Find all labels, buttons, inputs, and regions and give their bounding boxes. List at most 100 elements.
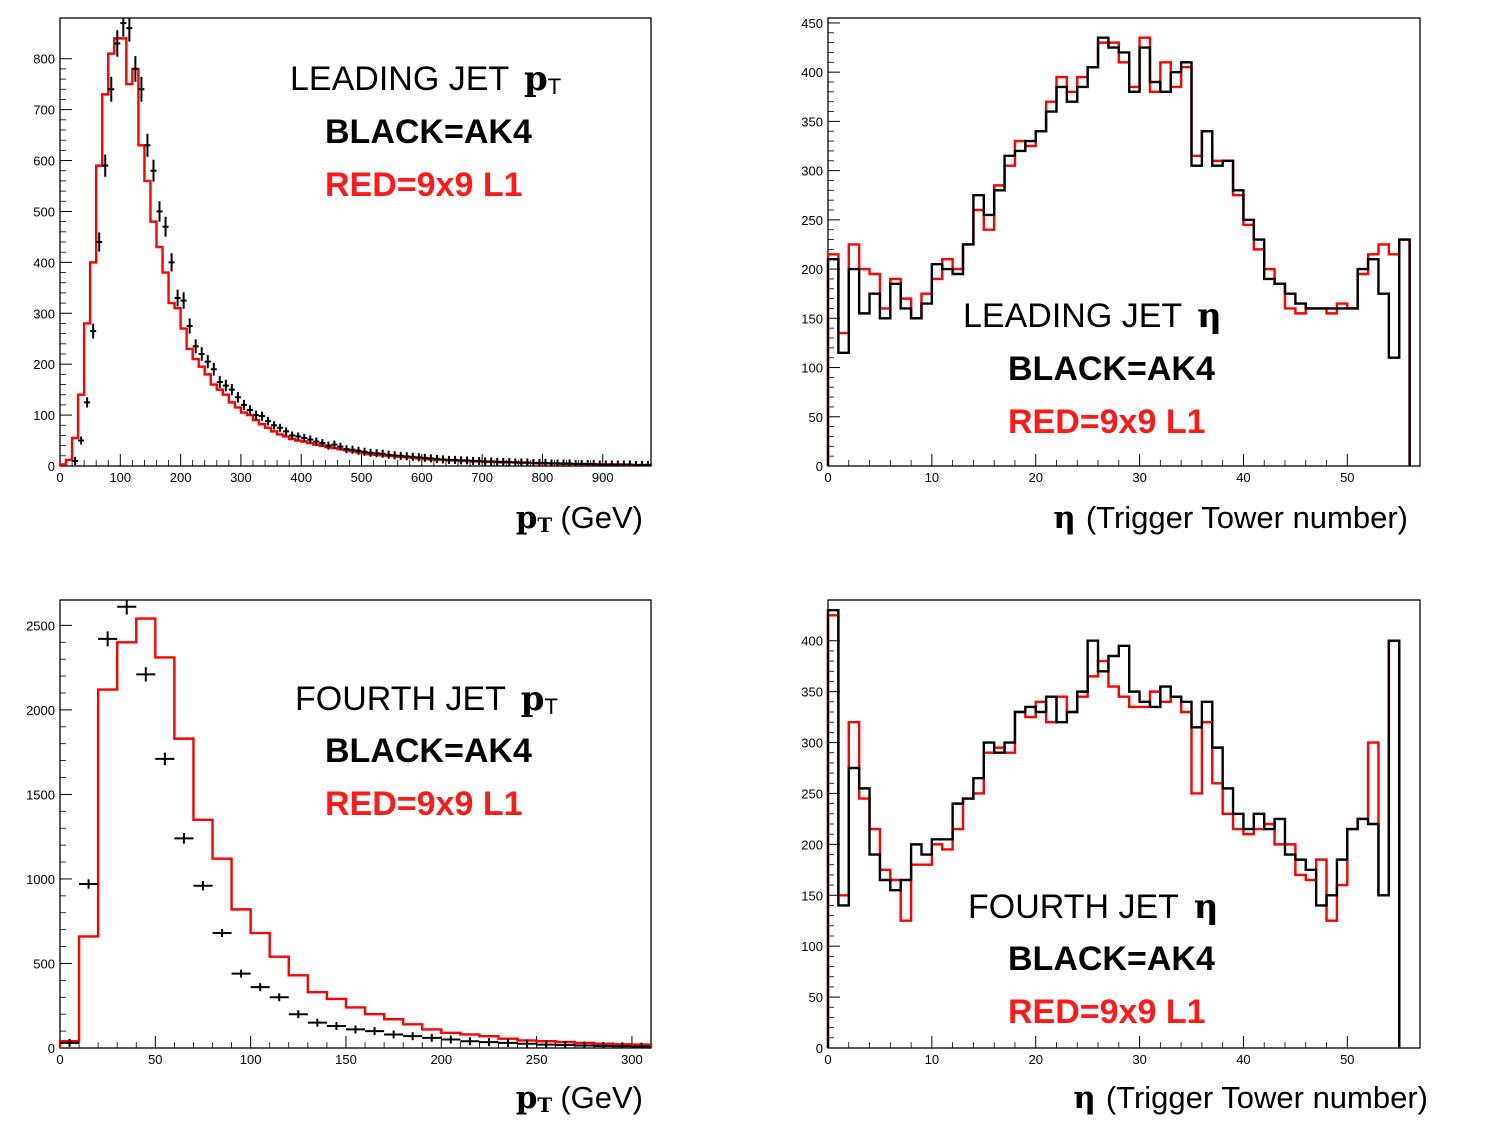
data-point-ak4 bbox=[295, 432, 302, 441]
data-point-ak4 bbox=[536, 458, 543, 466]
y-tick-label: 100 bbox=[801, 939, 823, 954]
data-point-ak4 bbox=[578, 459, 585, 466]
y-tick-label: 800 bbox=[33, 52, 55, 67]
data-point-ak4 bbox=[355, 446, 362, 455]
x-axis-label: η (Trigger Tower number) bbox=[1073, 1080, 1428, 1116]
data-point-ak4 bbox=[391, 451, 398, 460]
data-point-ak4 bbox=[343, 445, 350, 454]
data-point-ak4 bbox=[150, 159, 157, 182]
data-point-ak4 bbox=[265, 416, 272, 426]
y-tick-label: 700 bbox=[33, 103, 55, 118]
histogram-series-l1 bbox=[826, 614, 1401, 1048]
y-tick-label: 500 bbox=[33, 204, 55, 219]
data-point-ak4 bbox=[644, 460, 651, 466]
data-point-ak4 bbox=[367, 448, 374, 457]
data-point-ak4 bbox=[638, 460, 645, 466]
x-tick-label: 300 bbox=[230, 470, 252, 485]
y-tick-label: 400 bbox=[801, 634, 823, 649]
y-tick-label: 250 bbox=[801, 213, 823, 228]
data-point-ak4 bbox=[126, 18, 133, 42]
annotation-title: LEADING JET η bbox=[963, 296, 1222, 336]
y-tick-label: 2000 bbox=[26, 703, 55, 718]
x-axis-label: pT (GeV) bbox=[516, 500, 643, 537]
data-point-ak4 bbox=[498, 1038, 518, 1047]
x-tick-label: 0 bbox=[56, 470, 63, 485]
data-point-ak4 bbox=[439, 455, 446, 464]
data-point-ak4 bbox=[555, 1040, 575, 1048]
y-tick-label: 400 bbox=[801, 65, 823, 80]
data-point-ak4 bbox=[90, 323, 97, 339]
data-point-ak4 bbox=[445, 455, 452, 464]
data-point-ak4 bbox=[168, 253, 175, 272]
data-point-ak4 bbox=[326, 1022, 346, 1031]
histogram-series-l1 bbox=[826, 36, 1411, 466]
data-point-ak4 bbox=[614, 460, 621, 466]
x-tick-label: 0 bbox=[56, 1052, 63, 1067]
annotation-black-legend: BLACK=AK4 bbox=[1008, 940, 1215, 978]
data-point-ak4 bbox=[138, 76, 145, 102]
x-tick-label: 250 bbox=[526, 1052, 548, 1067]
x-axis-symbol: p bbox=[516, 500, 538, 536]
data-point-ak4 bbox=[365, 1027, 385, 1036]
y-tick-label: 1500 bbox=[26, 787, 55, 802]
x-axis-symbol-sub: T bbox=[537, 513, 552, 537]
annotation-red-legend: RED=9x9 L1 bbox=[325, 166, 523, 204]
data-point-ak4 bbox=[216, 376, 223, 388]
y-tick-label: 100 bbox=[801, 361, 823, 376]
chart-panel-3: 0 500 1000 1500 2000 2500 0 50 100 150 200 250 300 FO… bbox=[26, 599, 653, 1117]
x-axis-symbol: η bbox=[1073, 1080, 1096, 1116]
data-point-ak4 bbox=[313, 437, 320, 446]
histogram-series-l1 bbox=[58, 37, 653, 467]
y-tick-label: 0 bbox=[816, 1041, 823, 1056]
plot-frame bbox=[827, 17, 1421, 467]
data-point-ak4 bbox=[612, 1042, 632, 1048]
y-tick-label: 300 bbox=[801, 736, 823, 751]
data-point-ak4 bbox=[277, 423, 284, 432]
data-point-ak4 bbox=[608, 460, 615, 466]
data-point-ak4 bbox=[584, 459, 591, 466]
data-point-ak4 bbox=[325, 441, 332, 450]
x-tick-label: 30 bbox=[1132, 1052, 1146, 1067]
x-tick-label: 10 bbox=[925, 1052, 939, 1067]
data-point-ak4 bbox=[319, 439, 326, 448]
x-axis-unit: (GeV) bbox=[560, 1080, 643, 1115]
data-point-ak4 bbox=[156, 201, 163, 222]
data-point-ak4 bbox=[415, 453, 422, 462]
x-tick-label: 10 bbox=[925, 470, 939, 485]
data-point-ak4 bbox=[379, 449, 386, 458]
data-point-ak4 bbox=[180, 292, 187, 309]
data-point-ak4 bbox=[427, 454, 434, 463]
data-point-ak4 bbox=[234, 391, 241, 403]
data-point-ak4 bbox=[494, 457, 501, 466]
x-axis-label: pT (GeV) bbox=[516, 1080, 643, 1117]
data-point-ak4 bbox=[259, 411, 266, 421]
y-tick-label: 150 bbox=[801, 311, 823, 326]
data-point-ak4 bbox=[476, 456, 483, 465]
data-point-ak4 bbox=[409, 452, 416, 461]
x-axis-label: η (Trigger Tower number) bbox=[1053, 500, 1408, 536]
annotation-title: LEADING JET pT bbox=[290, 59, 561, 99]
x-tick-label: 500 bbox=[351, 470, 373, 485]
data-point-ak4 bbox=[345, 1025, 366, 1034]
data-point-ak4 bbox=[114, 30, 121, 57]
annotation-black-legend: BLACK=AK4 bbox=[325, 732, 532, 770]
data-point-ak4 bbox=[231, 969, 251, 978]
data-point-ak4 bbox=[96, 232, 103, 252]
x-axis-unit: (Trigger Tower number) bbox=[1106, 1080, 1428, 1115]
chart-panel-2: 0 50 100 150 200 250 300 350 400 450 0 10 20 30 40 50 LE… bbox=[801, 16, 1421, 536]
data-point-ak4 bbox=[78, 436, 85, 445]
data-point-ak4 bbox=[500, 457, 507, 466]
data-point-ak4 bbox=[524, 458, 531, 466]
y-tick-label: 300 bbox=[801, 164, 823, 179]
x-tick-label: 20 bbox=[1028, 1052, 1042, 1067]
y-tick-label: 350 bbox=[801, 114, 823, 129]
y-tick-label: 500 bbox=[33, 956, 55, 971]
data-point-ak4 bbox=[590, 459, 597, 466]
data-point-ak4 bbox=[464, 456, 471, 465]
y-tick-label: 400 bbox=[33, 255, 55, 270]
annotation-black-legend: BLACK=AK4 bbox=[325, 113, 532, 151]
data-point-ak4 bbox=[566, 459, 573, 466]
data-point-ak4 bbox=[288, 1010, 308, 1019]
data-point-ak4 bbox=[204, 355, 211, 369]
annotation-title: FOURTH JET pT bbox=[295, 679, 558, 719]
